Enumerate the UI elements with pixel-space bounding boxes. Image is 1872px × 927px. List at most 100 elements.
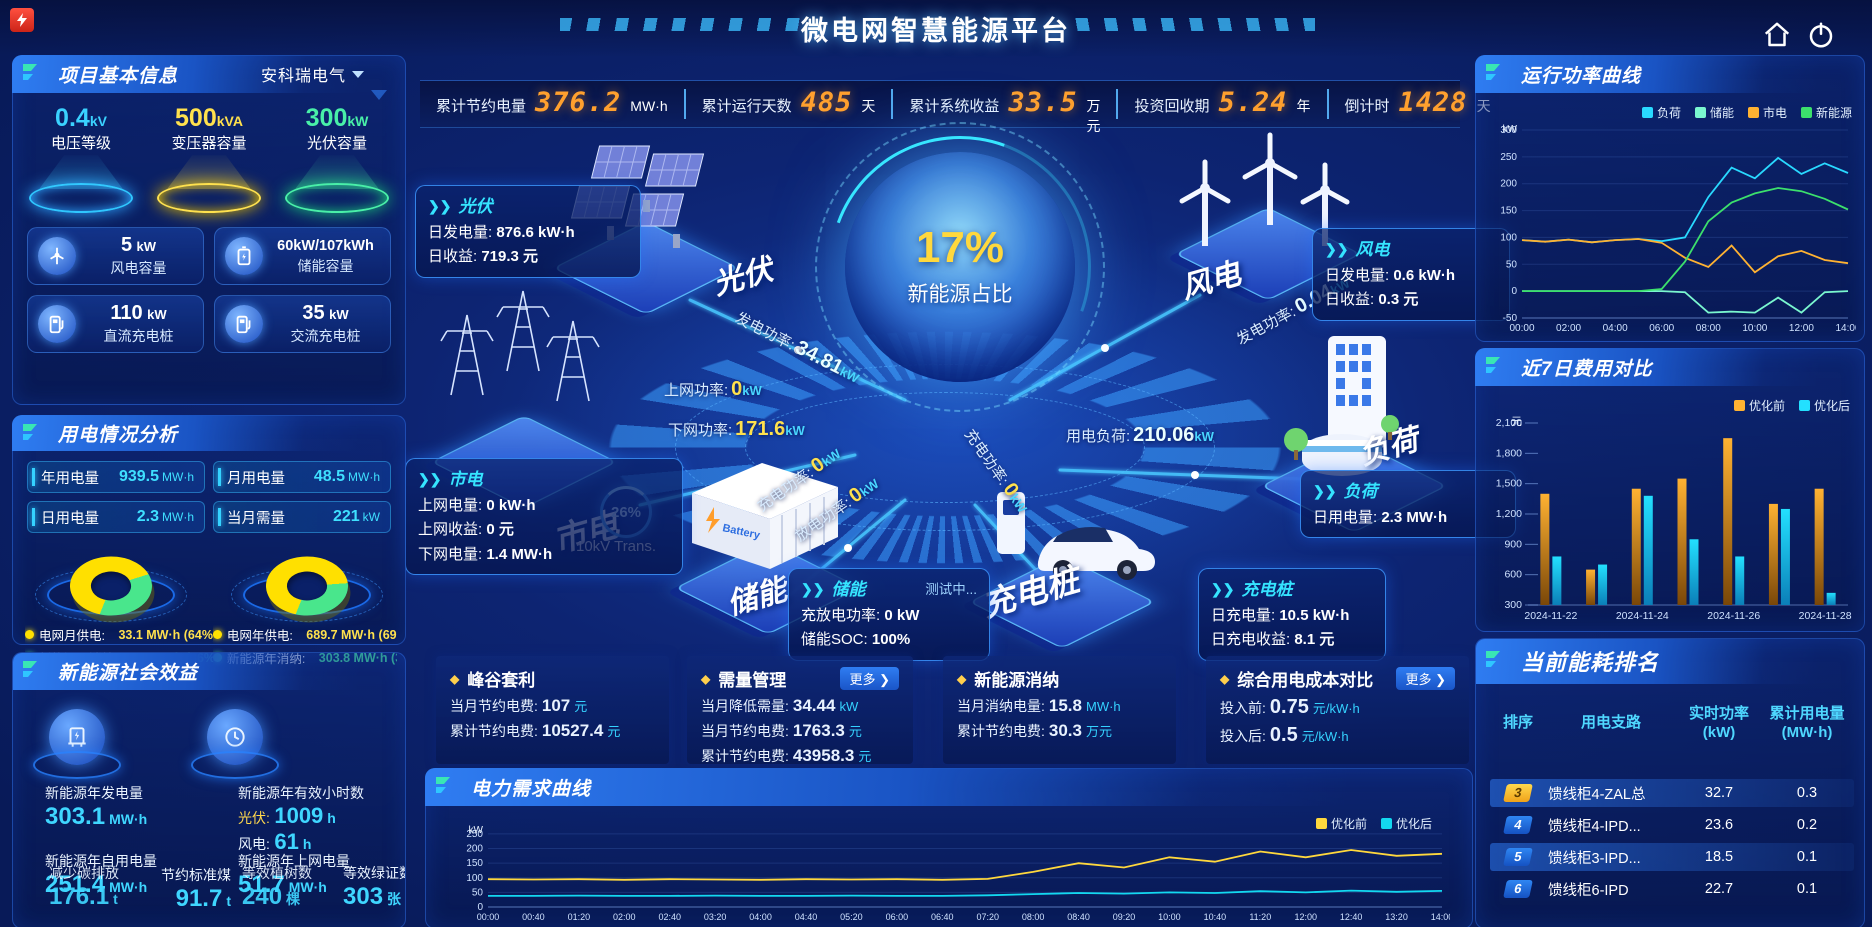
bolt-icon (17, 13, 27, 27)
svg-text:kW: kW (1503, 124, 1518, 135)
dc-charger-icon (38, 305, 76, 344)
svg-text:05:20: 05:20 (840, 912, 863, 922)
svg-text:2024-11-26: 2024-11-26 (1707, 610, 1760, 622)
panel-corner-icon (434, 775, 458, 805)
svg-text:-50: -50 (1503, 313, 1518, 324)
svg-text:50: 50 (1506, 259, 1518, 270)
cost-compare-header: 近7日费用对比 (1475, 348, 1865, 386)
legend-grid-month: 电网月供电: 33.1 MW·h (64%) (25, 625, 213, 644)
kpi-label: 累计运行天数 (701, 98, 792, 115)
storage-info-box: ❯❯ 储能 测试中... 充放电功率: 0 kW 储能SOC: 100% (788, 568, 990, 661)
capacity-podiums: 0.4kV 电压等级 500kVA 变压器容量 300kW 光伏容量 (13, 93, 405, 214)
legend-swatch (1747, 107, 1759, 118)
chevron-down-icon (352, 70, 364, 78)
kpi-label: 累计系统收益 (909, 98, 1000, 115)
power-curve-chart: 300 250 200 150 100 50 0 -50 kW 00:00 02:00 04:00 06… (1500, 124, 1856, 334)
brand-logo (10, 8, 34, 32)
kpi-run-days: 累计运行天数 485 天 (683, 89, 892, 119)
cost-compare-panel: 近7日费用对比 优化前 优化后 2,100 1,800 1,500 1,200 900 6… (1475, 348, 1865, 632)
panel-title: 运行功率曲线 (1521, 65, 1642, 87)
svg-text:元: 元 (1511, 416, 1522, 428)
power-icon[interactable] (1806, 20, 1838, 52)
svg-text:0: 0 (477, 902, 483, 913)
card-dc-charger: 110 kW 直流充电桩 (27, 295, 204, 354)
load-island-label: 负荷 (1355, 423, 1423, 472)
ranking-row[interactable]: 3 馈线柜4-ZAL总 32.7 0.3 (1490, 779, 1854, 807)
svg-text:kW: kW (469, 825, 484, 836)
demand-chart-legend[interactable]: 优化前 优化后 (1315, 815, 1432, 832)
svg-text:250: 250 (466, 829, 483, 840)
usage-stats: 年用电量 939.5 MW·h 月用电量 48.5 MW·h 日用电量 2.3 MW·h 当… (13, 451, 405, 533)
svg-text:0: 0 (1511, 286, 1517, 297)
cost-compare-chart: 2,100 1,800 1,500 1,200 900 600 300 元 2024-11-22… (1496, 416, 1852, 622)
arrow-icon: ❯❯ (418, 471, 442, 488)
panel-title: 峰谷套利 (467, 671, 536, 690)
svg-text:14:00: 14:00 (1835, 323, 1856, 334)
kpi-payback: 投资回收期 5.24 年 (1116, 89, 1326, 119)
svg-text:250: 250 (1500, 152, 1517, 163)
ranking-table-header: 排序 用电支路 实时功率 (kW) 累计用电量 (MW·h) (1502, 705, 1845, 741)
renewable-consumption-panel: ◆ 新能源消纳 当月消纳电量: 15.8 MW·h 累计节约电费: 30.3 万元 (943, 656, 1176, 764)
legend-swatch (1733, 400, 1745, 411)
kpi-label: 倒计时 (1344, 98, 1390, 115)
kpi-countdown: 倒计时 1428 天 (1326, 89, 1507, 119)
svg-text:06:40: 06:40 (931, 912, 954, 922)
svg-text:08:00: 08:00 (1696, 323, 1721, 334)
kpi-value: 376.2 (535, 87, 622, 118)
svg-text:09:20: 09:20 (1113, 912, 1136, 922)
panel-corner-icon (21, 62, 45, 92)
panel-title: 用电情况分析 (58, 424, 179, 446)
benefit-coal: 节约标准煤 91.7 t (161, 867, 231, 912)
arrow-icon: ❯❯ (428, 198, 452, 215)
svg-text:10:00: 10:00 (1742, 323, 1767, 334)
diamond-icon: ◆ (1220, 671, 1230, 686)
svg-text:02:00: 02:00 (613, 912, 636, 922)
stat-year-usage: 年用电量 939.5 MW·h (27, 461, 205, 493)
benefit-certs: 等效绿证数 303 张 (343, 865, 406, 910)
svg-text:200: 200 (1500, 179, 1517, 190)
stat-month-demand: 当月需量 221 kW (213, 501, 391, 533)
benefit-self-use: 新能源年自用电量 251.4 MW·h (45, 853, 157, 898)
more-button[interactable]: 更多 ❯ (840, 667, 899, 690)
svg-text:150: 150 (466, 858, 483, 869)
flow-grid-down: 下网功率: 171.6kW (668, 418, 805, 440)
arrow-icon: ❯❯ (1325, 241, 1349, 258)
svg-text:02:00: 02:00 (1556, 323, 1581, 334)
cost-chart-legend[interactable]: 优化前 优化后 (1733, 397, 1850, 414)
panel-title: 新能源社会效益 (58, 662, 199, 684)
svg-text:2024-11-22: 2024-11-22 (1524, 610, 1577, 622)
flow-load: 用电负荷: 210.06kW (1066, 424, 1214, 446)
power-chart-legend[interactable]: 负荷 储能 市电 新能源 (1641, 104, 1852, 121)
svg-text:04:00: 04:00 (749, 912, 772, 922)
legend-swatch (1694, 107, 1706, 118)
rank-badge: 6 (1503, 880, 1533, 898)
kpi-label: 投资回收期 (1134, 98, 1210, 115)
arrow-icon: ❯❯ (1211, 581, 1235, 598)
project-info-header: 项目基本信息 安科瑞电气 (12, 55, 406, 93)
demand-curve-header: 电力需求曲线 (425, 768, 1473, 806)
svg-text:10:40: 10:40 (1204, 912, 1227, 922)
svg-text:01:20: 01:20 (568, 912, 591, 922)
flow-ev-charge: 充电功率:0kW (960, 426, 1030, 516)
svg-text:200: 200 (466, 844, 483, 855)
ranking-row[interactable]: 4 馈线柜4-IPD... 23.6 0.2 (1490, 811, 1854, 839)
svg-text:2,100: 2,100 (1496, 417, 1522, 429)
charger-island-label: 充电桩 (977, 560, 1083, 624)
svg-text:1,500: 1,500 (1496, 478, 1522, 490)
storage-status-badge: 测试中... (925, 581, 977, 597)
ranking-row[interactable]: 5 馈线柜3-IPD... 18.5 0.1 (1490, 843, 1854, 871)
renewable-ratio-label: 新能源占比 (907, 283, 1013, 306)
demand-curve-chart: 250 200 150 100 50 0 kW 00:00 00:40 01:20 02:00 02:… (466, 825, 1450, 922)
home-icon[interactable] (1762, 20, 1794, 52)
card-storage-capacity: 60kW/107kWh 储能容量 (214, 227, 391, 286)
svg-text:03:20: 03:20 (704, 912, 727, 922)
energy-ranking-panel: 当前能耗排名 排序 用电支路 实时功率 (kW) 累计用电量 (MW·h) 3 … (1475, 638, 1865, 927)
more-button[interactable]: 更多 ❯ (1396, 667, 1455, 690)
company-select[interactable]: 安科瑞电气 (261, 62, 364, 86)
svg-text:08:00: 08:00 (1022, 912, 1045, 922)
svg-text:07:20: 07:20 (976, 912, 999, 922)
ranking-row[interactable]: 6 馈线柜6-IPD 22.7 0.1 (1490, 875, 1854, 903)
card-ac-charger: 35 kW 交流充电桩 (214, 295, 391, 354)
svg-text:Battery: Battery (721, 522, 761, 542)
yellow-dot-icon (25, 630, 34, 639)
